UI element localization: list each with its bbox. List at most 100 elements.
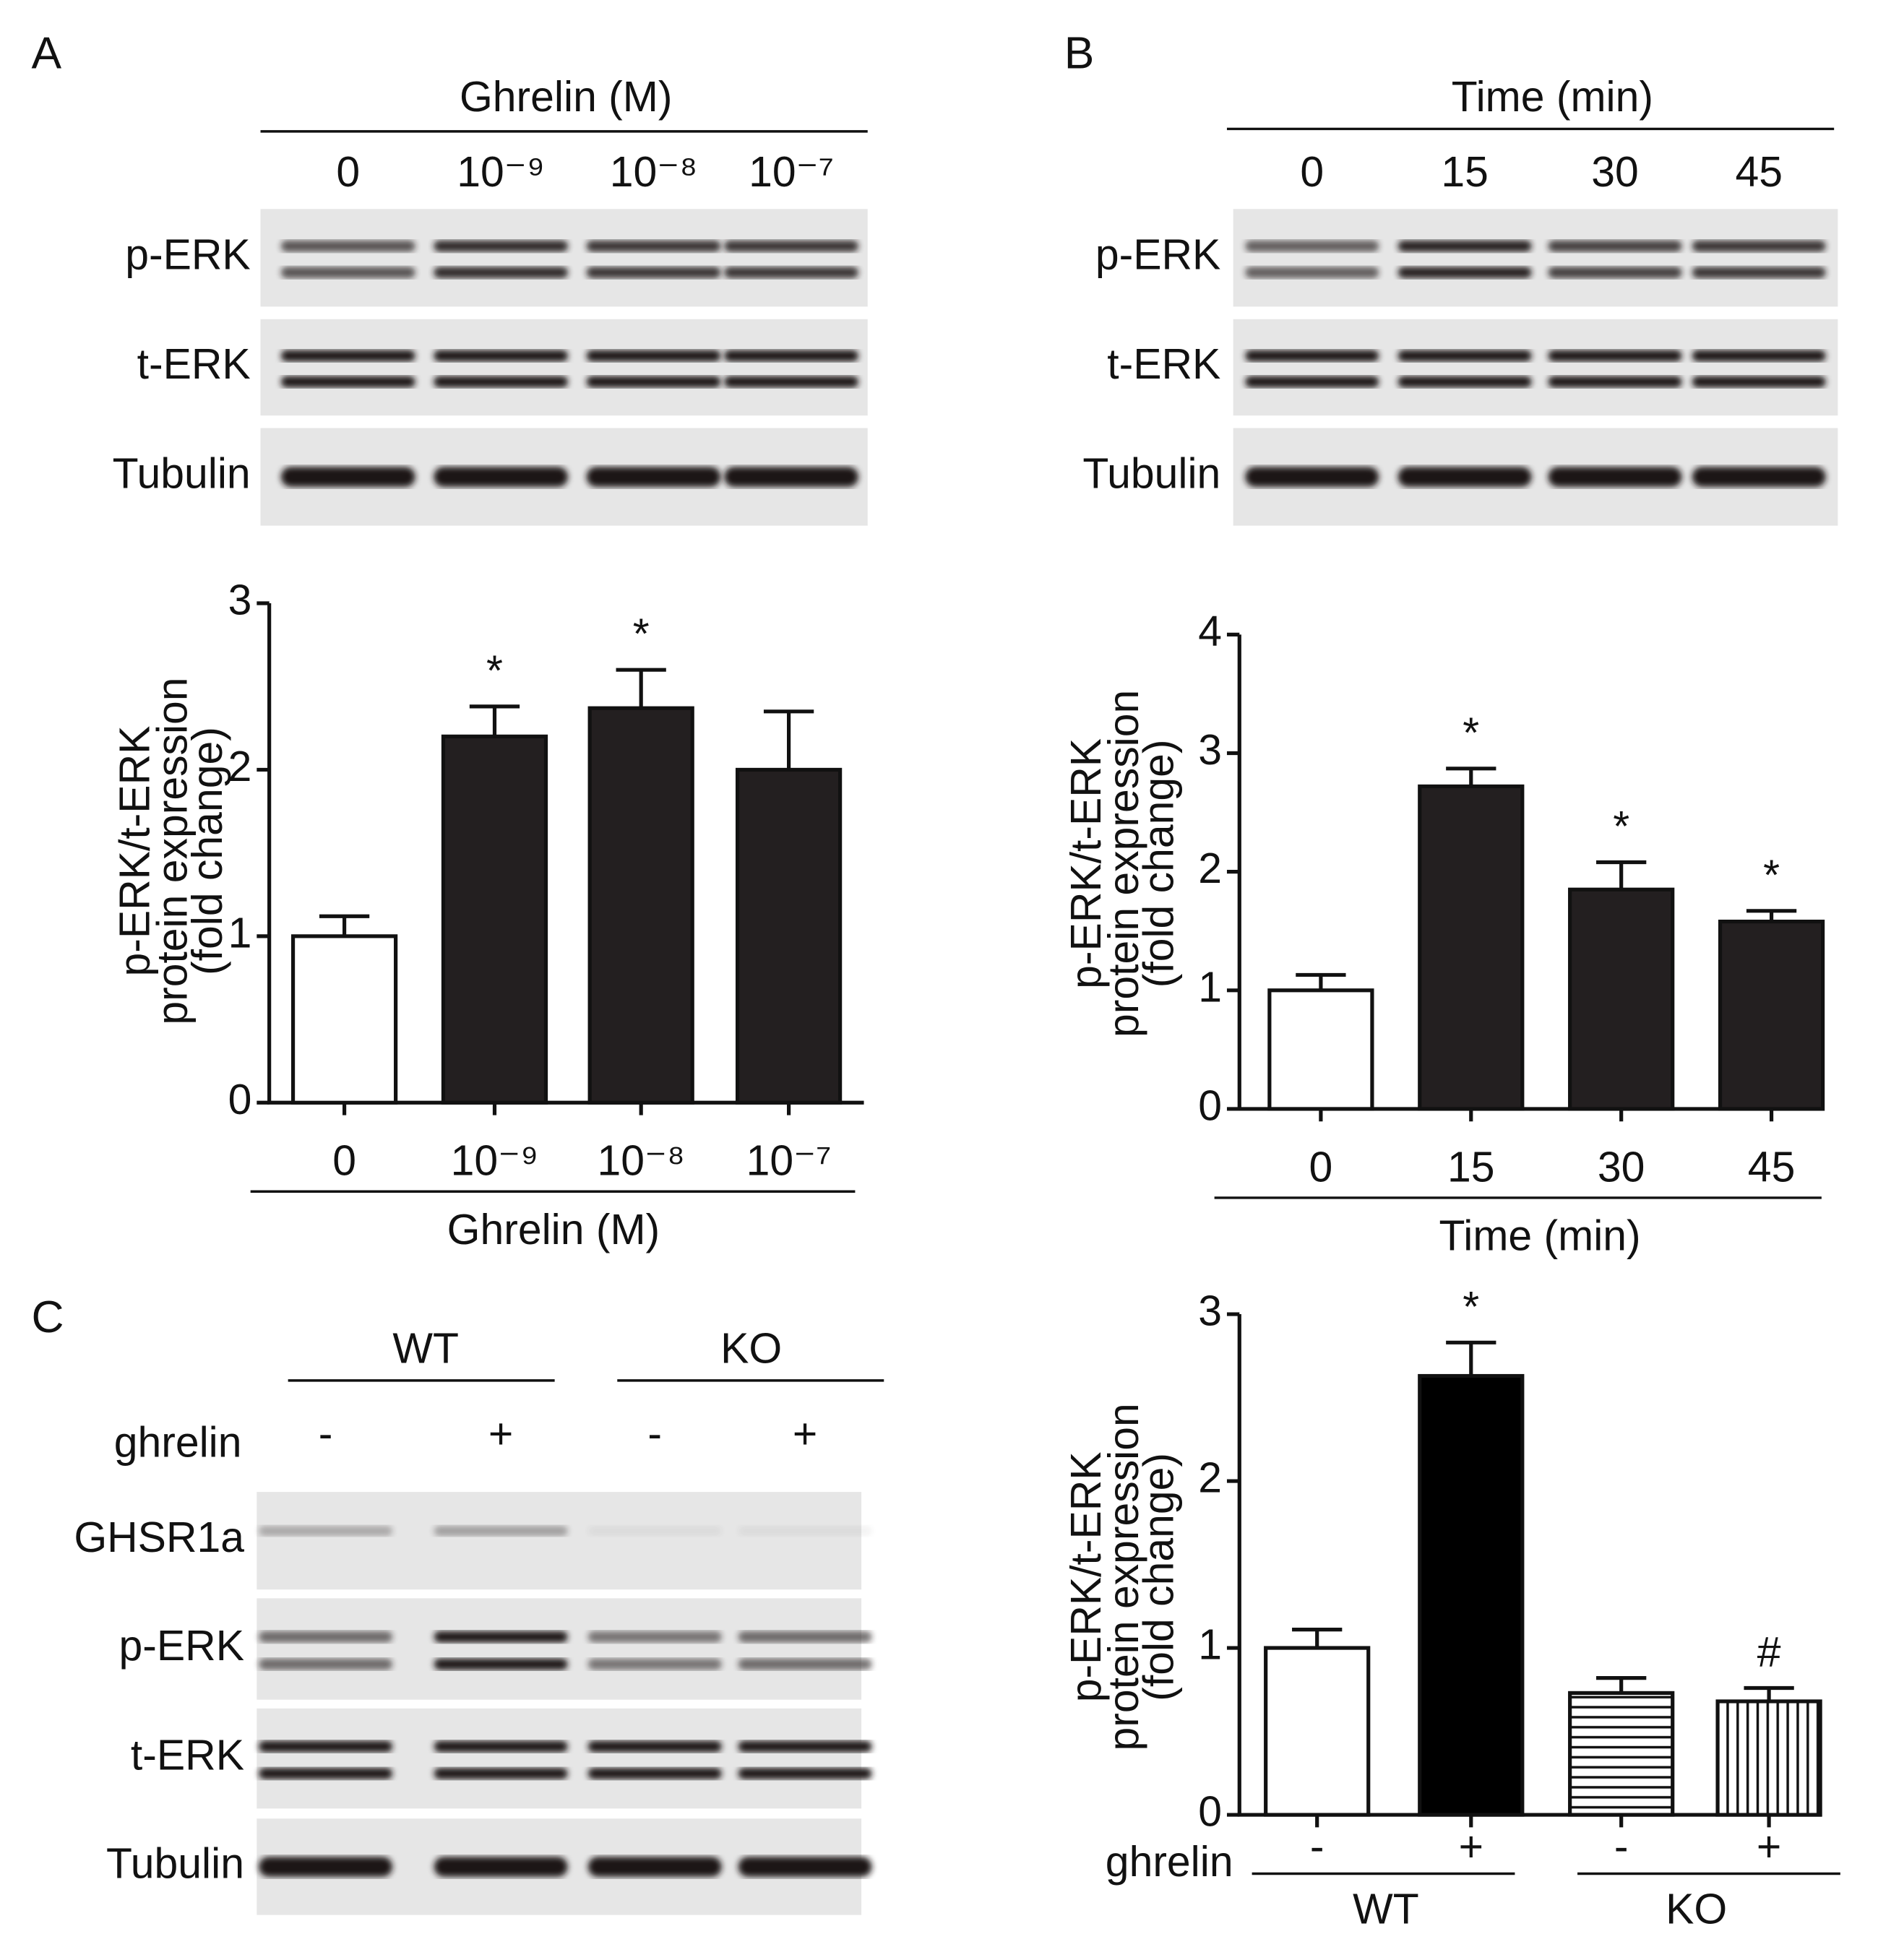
y-tick-label: 3 (1198, 1288, 1222, 1335)
blot-band (434, 1658, 568, 1670)
x-tick-label: - (1614, 1823, 1629, 1870)
lane-label: + (488, 1410, 513, 1457)
bar (441, 734, 548, 1105)
bar (1718, 919, 1825, 1111)
significance-mark: * (1463, 1284, 1479, 1331)
panel-letter: C (31, 1292, 64, 1342)
blot-band (738, 1526, 872, 1537)
y-tick-label: 1 (1198, 1622, 1222, 1669)
lane-label: 10⁻⁹ (457, 149, 545, 196)
y-tick-label: 2 (1198, 845, 1222, 892)
group-label: KO (1666, 1886, 1727, 1933)
x-tick-label: - (1310, 1823, 1324, 1870)
blot-band (724, 467, 858, 487)
blot-band (1548, 267, 1682, 278)
bar (1715, 1699, 1822, 1817)
row-label: Tubulin (106, 1840, 244, 1887)
blot-band (434, 267, 569, 278)
blot-band (1397, 240, 1532, 252)
blot-band (1245, 467, 1379, 487)
significance-mark: * (1463, 709, 1479, 756)
y-axis-label: p-ERK/t-ERK (1063, 738, 1110, 989)
y-axis-label: protein expression (149, 677, 196, 1024)
panel-letter: B (1064, 28, 1095, 78)
row-label: t-ERK (137, 341, 251, 388)
row-label: t-ERK (131, 1732, 244, 1779)
significance-mark: * (633, 611, 650, 658)
significance-mark: * (486, 647, 503, 694)
row-label: GHSR1a (74, 1514, 244, 1561)
blot-strip (257, 1598, 862, 1700)
blot-band (586, 467, 721, 487)
blot-band (1245, 267, 1379, 278)
blot-band (1692, 467, 1826, 487)
x-tick-label: 10⁻⁸ (597, 1138, 684, 1185)
y-axis-label: (fold change) (1135, 1453, 1182, 1701)
row-label: p-ERK (119, 1623, 244, 1670)
significance-mark: # (1757, 1629, 1781, 1676)
row-label: p-ERK (1095, 231, 1220, 278)
x-axis-label: Time (min) (1439, 1213, 1640, 1260)
lane-label: 0 (336, 149, 360, 196)
blot-band (1397, 267, 1532, 278)
x-tick-label: 10⁻⁷ (746, 1138, 832, 1185)
blot-band (1245, 376, 1379, 388)
y-axis-label: protein expression (1100, 690, 1147, 1037)
x-tick-label: 45 (1748, 1144, 1796, 1191)
blot-band (259, 1768, 393, 1779)
bar (1418, 1373, 1525, 1817)
blot-band (1692, 376, 1826, 388)
blot-band (280, 376, 415, 388)
blot-band (738, 1857, 872, 1877)
blot-band (434, 240, 569, 252)
row-label: p-ERK (125, 231, 250, 278)
blot-band (259, 1526, 393, 1537)
blot-strip (257, 1708, 862, 1809)
blot-band (586, 376, 721, 388)
x-tick-label: 15 (1447, 1144, 1495, 1191)
row-label: t-ERK (1107, 341, 1220, 388)
blot-band (1397, 350, 1532, 362)
blot-band (280, 240, 415, 252)
blot-band (738, 1631, 872, 1643)
blot-band (280, 267, 415, 278)
blot-band (434, 1526, 568, 1537)
lane-label: 10⁻⁷ (749, 149, 834, 196)
group-label: WT (392, 1326, 459, 1373)
bar (1267, 988, 1374, 1111)
y-tick-label: 2 (1198, 1455, 1222, 1502)
blot-band (738, 1740, 872, 1753)
lane-label: 15 (1441, 149, 1489, 196)
bar (587, 706, 694, 1105)
y-tick-label: 2 (228, 743, 252, 790)
blot-band (280, 350, 415, 362)
lane-label: 0 (1300, 149, 1324, 196)
blot-band (259, 1631, 393, 1643)
blot-band (724, 240, 858, 252)
bar (1418, 784, 1525, 1111)
blot-band (586, 350, 721, 362)
blot-band (586, 240, 721, 252)
blot-band (1397, 376, 1532, 388)
blot-strip (1233, 209, 1838, 307)
blot-header: Time (min) (1452, 74, 1653, 121)
blot-band (587, 1768, 722, 1779)
lane-label: 45 (1735, 149, 1783, 196)
significance-mark: * (1763, 852, 1780, 899)
bar (290, 934, 398, 1105)
blot-band (1548, 240, 1682, 252)
blot-band (1548, 376, 1682, 388)
x-tick-label: 10⁻⁹ (451, 1138, 539, 1185)
blot-band (1548, 467, 1682, 487)
lane-label: 10⁻⁸ (610, 149, 697, 196)
y-axis-label: p-ERK/t-ERK (111, 726, 158, 977)
blot-band (587, 1857, 722, 1877)
lane-label: - (319, 1410, 333, 1457)
blot-band (434, 1740, 568, 1753)
blot-strip (257, 1492, 862, 1590)
blot-band (724, 267, 858, 278)
x-tick-label: 0 (1309, 1144, 1333, 1191)
blot-band (434, 467, 569, 487)
bar (1568, 887, 1675, 1111)
